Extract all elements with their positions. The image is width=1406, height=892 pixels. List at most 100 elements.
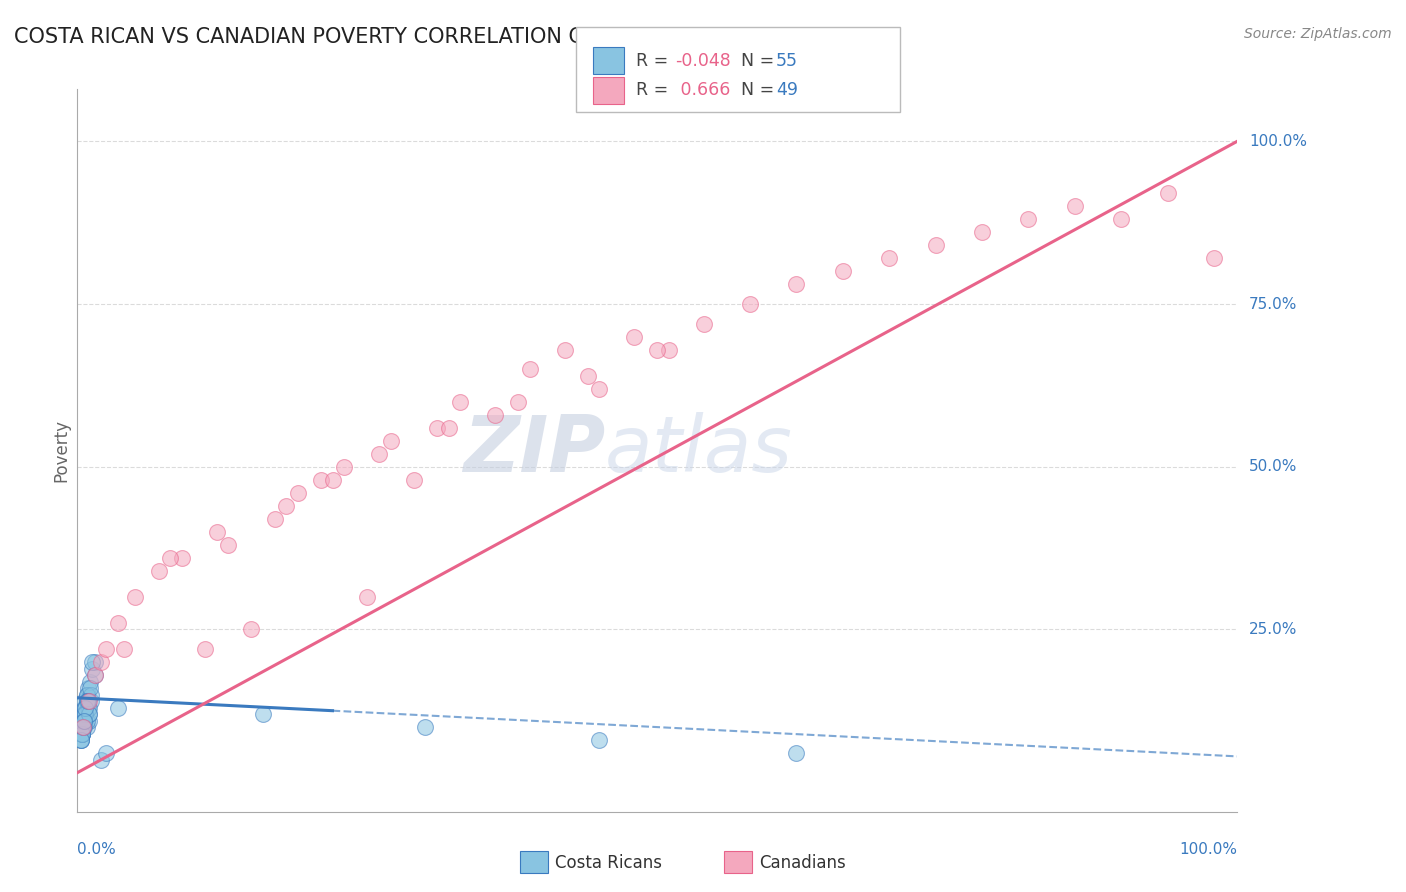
Point (159, 550, 181, 565)
Point (73, 720, 96, 734)
Text: 49: 49 (776, 81, 799, 99)
Point (413, 720, 436, 734)
Point (72, 714, 94, 728)
Point (276, 499, 298, 513)
Point (658, 343, 681, 357)
Point (786, 277, 808, 292)
Point (356, 590, 378, 604)
Point (576, 368, 599, 383)
Point (368, 447, 391, 461)
Point (76, 714, 98, 728)
Point (588, 733, 610, 747)
Text: 0.666: 0.666 (675, 81, 730, 99)
Point (380, 434, 402, 448)
Text: R =: R = (636, 81, 673, 99)
Point (76, 694, 98, 708)
Text: ZIP: ZIP (463, 412, 605, 489)
Point (96, 746, 118, 760)
Point (83, 655, 105, 669)
Point (77, 714, 100, 728)
Point (90, 655, 111, 669)
Point (76, 694, 98, 708)
Point (76, 720, 98, 734)
Point (73, 707, 96, 722)
Point (786, 746, 808, 760)
Point (1063, 199, 1085, 213)
Point (287, 485, 309, 500)
Point (69, 733, 91, 747)
Point (75, 700, 97, 714)
Point (309, 473, 332, 487)
Point (263, 512, 285, 526)
Text: Costa Ricans: Costa Ricans (555, 854, 662, 871)
Point (124, 590, 146, 604)
Point (170, 550, 193, 565)
Point (70, 726, 93, 740)
Point (519, 362, 541, 376)
Point (72, 720, 94, 734)
Point (623, 329, 645, 343)
Point (1156, 186, 1178, 201)
Point (437, 420, 460, 434)
Point (240, 623, 263, 637)
Point (647, 343, 669, 357)
Text: Canadians: Canadians (759, 854, 846, 871)
Point (1111, 212, 1133, 227)
Y-axis label: Poverty: Poverty (52, 419, 70, 482)
Point (79, 681, 101, 695)
Point (217, 538, 239, 552)
Point (107, 615, 129, 630)
Point (76, 694, 98, 708)
Point (76, 681, 98, 695)
Point (70, 726, 93, 740)
Point (877, 252, 901, 266)
Text: 100.0%: 100.0% (1180, 842, 1237, 857)
Point (72, 720, 94, 734)
Point (740, 297, 762, 311)
Point (82, 655, 104, 669)
Point (449, 394, 471, 409)
Point (75, 700, 97, 714)
Point (96, 642, 118, 657)
Point (77, 707, 100, 722)
Point (76, 688, 98, 702)
Point (112, 642, 135, 657)
Point (77, 700, 100, 714)
Point (484, 408, 506, 422)
Point (79, 674, 101, 689)
Point (107, 700, 129, 714)
Point (402, 473, 425, 487)
Text: N =: N = (741, 52, 780, 70)
Point (693, 317, 716, 331)
Point (80, 688, 103, 702)
Point (70, 726, 93, 740)
Point (426, 420, 449, 434)
Point (76, 694, 98, 708)
Point (73, 694, 96, 708)
Point (148, 564, 170, 578)
Point (194, 642, 217, 657)
Point (73, 714, 96, 728)
Point (554, 343, 576, 357)
Point (69, 733, 91, 747)
Text: COSTA RICAN VS CANADIAN POVERTY CORRELATION CHART: COSTA RICAN VS CANADIAN POVERTY CORRELAT… (14, 27, 638, 46)
Point (80, 694, 103, 708)
Point (205, 524, 228, 539)
Point (75, 707, 97, 722)
Text: atlas: atlas (605, 412, 793, 489)
Point (72, 720, 94, 734)
Point (77, 694, 100, 708)
Point (832, 264, 855, 278)
Text: 100.0%: 100.0% (1249, 134, 1308, 149)
Point (588, 382, 610, 396)
Point (69, 733, 91, 747)
Point (972, 226, 994, 240)
Point (90, 753, 111, 767)
Point (321, 473, 344, 487)
Point (70, 726, 93, 740)
Point (83, 668, 105, 682)
Point (75, 707, 97, 722)
Point (73, 714, 96, 728)
Text: Source: ZipAtlas.com: Source: ZipAtlas.com (1244, 27, 1392, 41)
Point (73, 700, 96, 714)
